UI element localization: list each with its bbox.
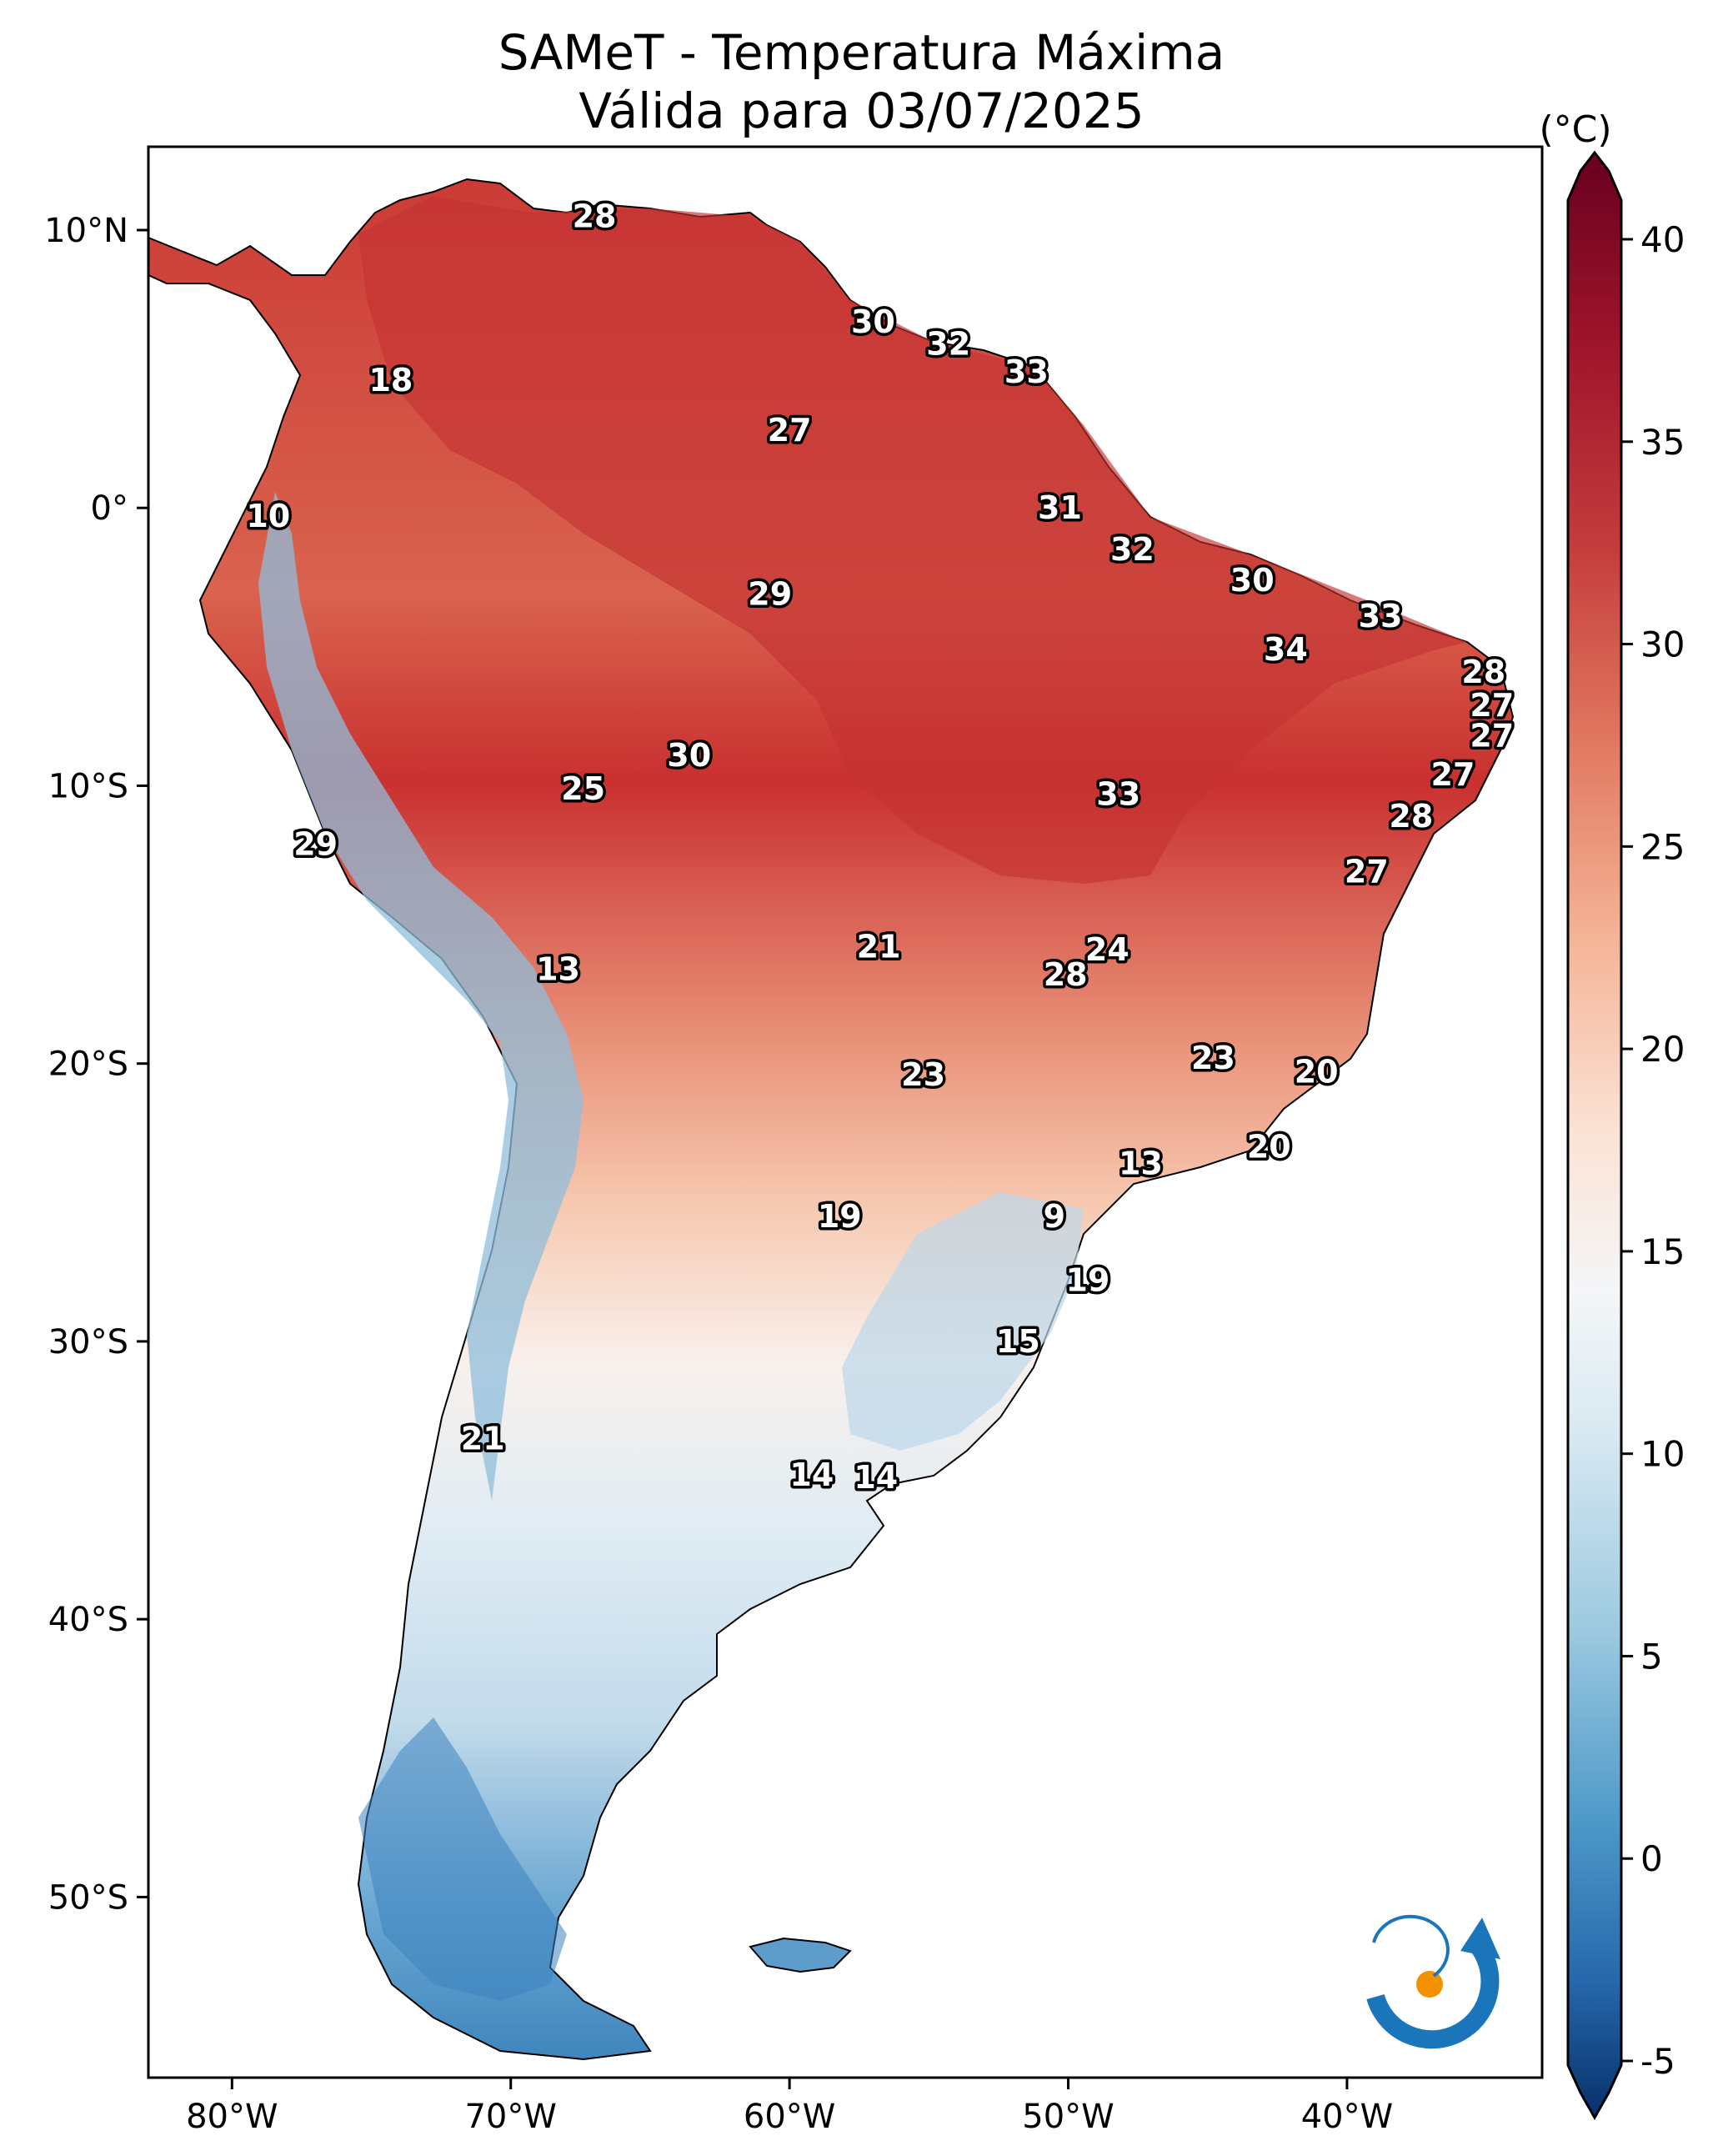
temperature-label: 29 (748, 576, 792, 613)
temperature-label: 27 (1470, 687, 1514, 724)
temperature-label: 27 (768, 412, 812, 449)
colorbar-tick-label: 5 (1640, 1636, 1663, 1677)
title-line-2: Válida para 03/07/2025 (579, 83, 1144, 139)
map-title: SAMeT - Temperatura Máxima Válida para 0… (0, 23, 1723, 140)
temperature-label: 28 (1044, 956, 1088, 993)
logo-arrow-icon (1460, 1918, 1500, 1959)
y-tick-label: 10°S (48, 767, 128, 805)
colorbar-unit: (°C) (1539, 108, 1611, 151)
x-tick-label: 80°W (186, 2098, 278, 2136)
hot-region-north (358, 196, 1467, 884)
y-tick-label: 0° (91, 489, 128, 528)
y-tick-label: 30°S (48, 1323, 128, 1361)
colorbar-tick-label: -5 (1640, 2041, 1675, 2082)
temperature-label: 14 (789, 1457, 834, 1493)
title-line-1: SAMeT - Temperatura Máxima (498, 24, 1225, 81)
temperature-label: 28 (573, 198, 617, 234)
temperature-label: 31 (1038, 489, 1082, 526)
x-axis-ticks: 80°W 70°W 60°W 50°W 40°W (186, 2078, 1393, 2136)
temperature-label: 23 (901, 1056, 945, 1093)
x-tick-label: 50°W (1022, 2098, 1114, 2136)
colorbar-ticks: 40 35 30 25 20 15 10 5 0 -5 (1621, 219, 1685, 2082)
y-tick-label: 20°S (48, 1045, 128, 1084)
colorbar-tick-label: 20 (1640, 1029, 1685, 1070)
y-tick-label: 40°S (48, 1601, 128, 1639)
temperature-label: 21 (857, 929, 901, 965)
patagonia-cool (358, 1717, 567, 2001)
temperature-label: 27 (1431, 756, 1475, 793)
colorbar-tick-label: 0 (1640, 1838, 1663, 1879)
temperature-label: 24 (1085, 931, 1129, 968)
colorbar-tick-label: 15 (1640, 1231, 1685, 1272)
x-tick-label: 40°W (1301, 2098, 1393, 2136)
colorbar-tick-label: 10 (1640, 1434, 1685, 1475)
temperature-label: 10 (246, 498, 290, 534)
temperature-label: 20 (1295, 1054, 1339, 1091)
temperature-label: 30 (667, 737, 711, 774)
temperature-label: 27 (1345, 854, 1389, 890)
colorbar-tick-label: 40 (1640, 219, 1685, 260)
inpe-logo (1366, 1914, 1500, 2049)
logo-orange-dot (1416, 1971, 1443, 1998)
temperature-label: 19 (1065, 1262, 1109, 1299)
temperature-label: 13 (1119, 1146, 1163, 1182)
temperature-label: 23 (1191, 1040, 1235, 1076)
temperature-label: 20 (1247, 1129, 1291, 1166)
andes-cool-strip (258, 492, 584, 1501)
temperature-label: 32 (1110, 531, 1155, 568)
falkland-islands (749, 1937, 852, 1973)
temperature-label: 28 (1389, 798, 1433, 835)
temperature-label: 33 (1096, 775, 1140, 812)
temperature-label: 27 (1470, 717, 1514, 754)
temperature-label: 28 (1461, 654, 1505, 690)
temperature-label: 15 (996, 1323, 1040, 1360)
temperature-label: 30 (1230, 562, 1275, 599)
y-tick-label: 10°N (44, 212, 128, 250)
temperature-label: 32 (926, 326, 970, 363)
colorbar-tick-label: 35 (1640, 422, 1685, 463)
temperature-label: 21 (461, 1421, 505, 1457)
temperature-label: 18 (368, 362, 413, 399)
colorbar-tick-label: 30 (1640, 624, 1685, 665)
temperature-label: 33 (1359, 598, 1403, 634)
temperature-label: 13 (536, 950, 580, 987)
temperature-label: 30 (851, 303, 895, 340)
temperature-label: 33 (1004, 353, 1049, 390)
colorbar-tick-label: 25 (1640, 826, 1685, 867)
x-tick-label: 60°W (744, 2098, 835, 2136)
temperature-label: 29 (293, 825, 338, 862)
temperature-label: 14 (854, 1459, 898, 1496)
colorbar: (°C) 40 35 30 25 20 15 10 5 0 -5 (1539, 108, 1685, 2121)
logo-swirl (1372, 1914, 1450, 1978)
y-axis-ticks: 10°N 0° 10°S 20°S 30°S 40°S 50°S (44, 212, 148, 1917)
y-tick-label: 50°S (48, 1878, 128, 1917)
temperature-label: 9 (1044, 1198, 1065, 1235)
southeast-cool (842, 1192, 1084, 1451)
logo-arc (1366, 1936, 1500, 2049)
temperature-label: 25 (561, 770, 605, 807)
map-frame (147, 145, 1544, 2079)
temperature-label: 19 (818, 1198, 862, 1235)
x-tick-label: 70°W (464, 2098, 556, 2136)
colorbar-body (1566, 150, 1623, 2121)
temperature-label: 34 (1264, 631, 1308, 668)
